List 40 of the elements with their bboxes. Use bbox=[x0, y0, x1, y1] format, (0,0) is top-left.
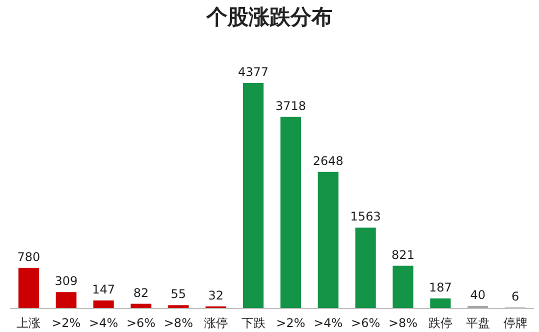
data-label: 55 bbox=[170, 287, 186, 302]
x-tick-label: >8% bbox=[388, 316, 418, 330]
chart-title: 个股涨跌分布 bbox=[206, 4, 332, 29]
data-label: 1563 bbox=[350, 210, 381, 224]
bar bbox=[18, 268, 40, 308]
bar bbox=[242, 83, 264, 308]
bar bbox=[130, 304, 152, 308]
x-tick-label: 跌停 bbox=[428, 316, 452, 330]
bar bbox=[280, 116, 302, 308]
data-label: 6 bbox=[511, 290, 520, 304]
bar bbox=[56, 292, 76, 308]
bar bbox=[93, 300, 114, 308]
x-tick-label: >4% bbox=[89, 316, 118, 330]
data-label: 40 bbox=[470, 288, 486, 302]
x-tick-label: >2% bbox=[276, 316, 306, 330]
x-tick-label: 下跌 bbox=[241, 316, 266, 330]
x-tick-label: >8% bbox=[164, 316, 193, 330]
data-label: 821 bbox=[392, 248, 414, 262]
data-label: 187 bbox=[428, 280, 452, 294]
data-label: 4377 bbox=[238, 65, 269, 79]
bar bbox=[355, 228, 376, 308]
bar bbox=[318, 172, 338, 308]
bar bbox=[168, 305, 189, 308]
x-tick-label: 平盘 bbox=[466, 316, 490, 330]
data-label: 780 bbox=[17, 250, 40, 264]
x-tick-label: 停牌 bbox=[503, 316, 528, 330]
x-tick-label: 上涨 bbox=[16, 316, 41, 330]
x-tick-label: >4% bbox=[314, 316, 343, 330]
x-tick-label: >6% bbox=[126, 316, 156, 330]
data-label: 2648 bbox=[312, 154, 344, 168]
data-label: 309 bbox=[54, 274, 78, 288]
data-label: 147 bbox=[92, 282, 116, 296]
data-label: 82 bbox=[133, 286, 149, 300]
data-label: 32 bbox=[208, 288, 224, 302]
x-tick-label: 涨停 bbox=[204, 316, 228, 330]
x-tick-label: >2% bbox=[52, 316, 81, 330]
bar bbox=[430, 298, 451, 308]
x-tick-label: >6% bbox=[351, 316, 380, 330]
data-label: 3718 bbox=[275, 98, 306, 113]
bar bbox=[392, 266, 414, 308]
